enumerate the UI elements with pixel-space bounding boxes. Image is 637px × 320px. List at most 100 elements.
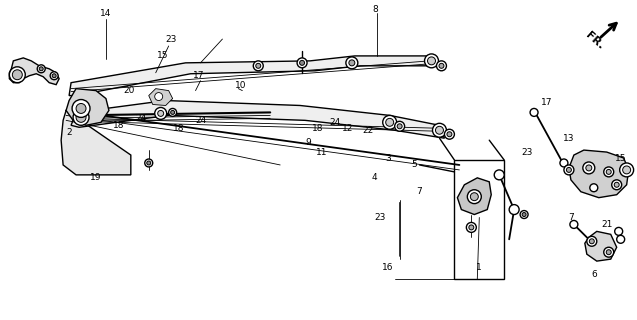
Circle shape — [447, 132, 452, 137]
Text: 24: 24 — [329, 118, 341, 127]
Polygon shape — [66, 89, 109, 125]
Polygon shape — [149, 89, 173, 106]
Circle shape — [615, 228, 623, 235]
Polygon shape — [71, 100, 445, 138]
Polygon shape — [61, 110, 131, 175]
Text: 6: 6 — [591, 269, 597, 278]
Polygon shape — [585, 231, 617, 261]
Text: 16: 16 — [382, 263, 394, 272]
Circle shape — [469, 225, 474, 230]
Text: 23: 23 — [374, 213, 385, 222]
Text: 12: 12 — [342, 124, 354, 133]
Circle shape — [494, 170, 505, 180]
Circle shape — [72, 100, 90, 117]
Circle shape — [158, 110, 164, 116]
Circle shape — [155, 108, 167, 119]
Circle shape — [606, 250, 612, 255]
Text: 10: 10 — [234, 81, 246, 90]
Circle shape — [530, 108, 538, 116]
Circle shape — [297, 58, 307, 68]
Circle shape — [169, 108, 176, 116]
Circle shape — [606, 169, 612, 174]
Circle shape — [424, 54, 438, 68]
Polygon shape — [569, 150, 629, 198]
Circle shape — [617, 235, 625, 243]
Text: FR.: FR. — [584, 30, 606, 52]
Circle shape — [439, 63, 444, 68]
Text: 18: 18 — [173, 124, 184, 133]
Circle shape — [586, 165, 592, 171]
Circle shape — [73, 109, 89, 125]
Text: 21: 21 — [601, 220, 612, 229]
Circle shape — [570, 220, 578, 228]
Circle shape — [590, 184, 598, 192]
Circle shape — [614, 182, 619, 187]
Circle shape — [604, 247, 613, 257]
Circle shape — [383, 116, 397, 129]
Text: 17: 17 — [541, 98, 553, 107]
Circle shape — [397, 124, 402, 129]
Text: 18: 18 — [312, 124, 324, 133]
Circle shape — [145, 159, 153, 167]
Text: 14: 14 — [100, 9, 111, 18]
Text: 11: 11 — [316, 148, 327, 156]
Circle shape — [427, 57, 436, 65]
Text: 15: 15 — [157, 52, 168, 60]
Circle shape — [587, 236, 597, 246]
Circle shape — [386, 118, 394, 126]
Circle shape — [39, 67, 43, 71]
Circle shape — [52, 74, 56, 78]
Circle shape — [395, 121, 404, 131]
Circle shape — [604, 167, 613, 177]
Polygon shape — [10, 58, 59, 85]
Circle shape — [155, 92, 162, 100]
Circle shape — [436, 126, 443, 134]
Circle shape — [76, 112, 86, 122]
Text: 7: 7 — [568, 213, 574, 222]
Circle shape — [299, 60, 304, 65]
Bar — [454, 160, 505, 279]
Circle shape — [566, 167, 571, 172]
Circle shape — [433, 123, 447, 137]
Text: 19: 19 — [90, 173, 102, 182]
Circle shape — [10, 67, 25, 83]
Circle shape — [612, 180, 622, 190]
Text: 18: 18 — [113, 121, 125, 130]
Text: 8: 8 — [372, 5, 378, 14]
Circle shape — [37, 65, 45, 73]
Circle shape — [436, 61, 447, 71]
Circle shape — [445, 129, 454, 139]
Circle shape — [76, 103, 86, 113]
Circle shape — [50, 72, 58, 80]
Circle shape — [509, 204, 519, 214]
Circle shape — [520, 211, 528, 219]
Text: 24: 24 — [195, 116, 206, 125]
Circle shape — [171, 110, 175, 114]
Circle shape — [12, 70, 22, 80]
Circle shape — [147, 161, 151, 165]
Circle shape — [522, 212, 526, 217]
Polygon shape — [69, 56, 431, 96]
Text: 4: 4 — [372, 173, 378, 182]
Circle shape — [564, 165, 574, 175]
Circle shape — [589, 239, 594, 244]
Circle shape — [623, 166, 631, 174]
Text: 13: 13 — [563, 134, 575, 143]
Text: 2: 2 — [66, 128, 72, 137]
Circle shape — [468, 190, 482, 204]
Circle shape — [256, 63, 261, 68]
Circle shape — [560, 159, 568, 167]
Text: 15: 15 — [615, 154, 626, 163]
Circle shape — [620, 163, 634, 177]
Text: 20: 20 — [123, 86, 134, 95]
Text: 5: 5 — [412, 160, 417, 170]
Text: 17: 17 — [193, 71, 204, 80]
Circle shape — [254, 61, 263, 71]
Circle shape — [583, 162, 595, 174]
Circle shape — [466, 222, 476, 232]
Text: 23: 23 — [165, 35, 176, 44]
Text: 22: 22 — [362, 126, 373, 135]
Text: 9: 9 — [305, 138, 311, 147]
Text: 1: 1 — [476, 263, 482, 272]
Text: 24: 24 — [135, 114, 147, 123]
